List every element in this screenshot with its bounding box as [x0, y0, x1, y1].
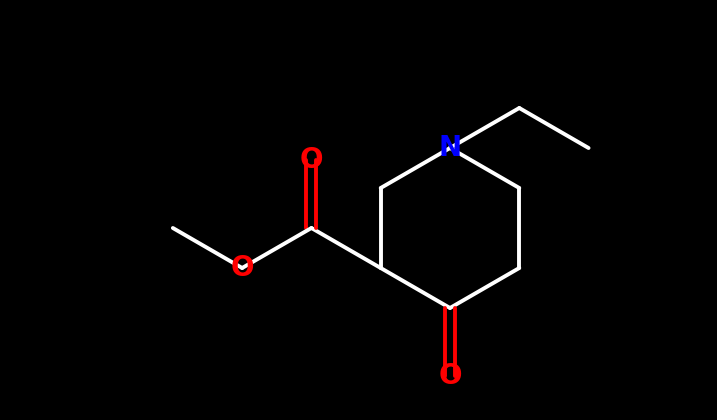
- Text: N: N: [438, 134, 462, 162]
- Text: O: O: [230, 254, 254, 282]
- Text: O: O: [438, 362, 462, 390]
- Text: O: O: [300, 146, 323, 174]
